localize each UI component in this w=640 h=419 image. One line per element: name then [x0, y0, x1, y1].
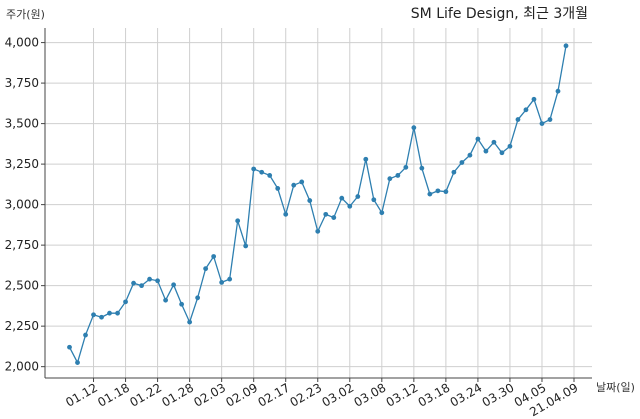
x-axis-ticks: 01.1201.1801.2201.2802.0302.0902.1702.23…: [63, 378, 581, 419]
data-point: [515, 117, 521, 122]
data-point: [67, 344, 72, 350]
data-point: [307, 198, 313, 203]
data-point: [395, 173, 401, 178]
data-point: [475, 136, 481, 142]
x-tick-label: 03.24: [448, 380, 485, 409]
data-point: [99, 314, 104, 320]
data-point: [243, 243, 249, 249]
data-point: [443, 189, 449, 195]
y-tick-label: 2,750: [5, 238, 39, 252]
x-tick-label: 03.02: [320, 380, 357, 409]
y-tick-label: 3,750: [5, 76, 39, 90]
data-point: [163, 297, 168, 303]
data-point: [371, 197, 377, 203]
x-tick-label: 03.18: [416, 380, 453, 409]
data-point: [203, 266, 209, 272]
data-point: [507, 143, 513, 149]
data-point: [259, 169, 265, 175]
data-point: [403, 164, 409, 170]
data-point: [235, 218, 241, 224]
x-tick-label: 01.28: [159, 380, 196, 409]
y-tick-label: 2,000: [5, 360, 39, 374]
data-point: [491, 139, 497, 145]
data-point: [459, 160, 465, 165]
data-point: [547, 117, 553, 122]
data-point: [427, 191, 433, 197]
data-point: [347, 203, 353, 209]
x-tick-label: 01.12: [63, 380, 100, 409]
y-tick-label: 2,500: [5, 279, 39, 293]
data-point: [179, 301, 185, 307]
data-point: [195, 295, 201, 301]
chart-title: SM Life Design, 최근 3개월: [411, 6, 588, 22]
data-point: [411, 125, 417, 131]
data-point: [187, 319, 193, 325]
data-point: [315, 228, 321, 234]
data-point: [107, 310, 112, 316]
data-point: [379, 210, 385, 216]
data-point: [467, 152, 473, 158]
data-point: [363, 156, 369, 162]
data-point: [563, 43, 569, 49]
data-point: [219, 279, 225, 285]
price-series-points: [67, 43, 569, 366]
data-point: [131, 280, 136, 286]
data-point: [75, 360, 80, 366]
data-point: [275, 186, 281, 191]
y-tick-label: 3,500: [5, 117, 39, 131]
y-tick-label: 3,000: [5, 198, 39, 212]
data-point: [155, 278, 160, 284]
data-point: [355, 194, 361, 199]
x-tick-label: 03.30: [480, 380, 517, 409]
data-point: [147, 276, 152, 282]
data-point: [83, 332, 88, 338]
data-point: [483, 148, 489, 154]
data-point: [323, 211, 329, 217]
data-point: [531, 96, 537, 102]
y-tick-label: 3,250: [5, 157, 39, 171]
x-tick-label: 01.18: [95, 380, 132, 409]
x-tick-label: 02.03: [191, 380, 228, 409]
x-tick-label: 01.22: [127, 380, 164, 409]
y-axis-ticks: 2,000 2,250 2,500 2,750 3,000 3,250 3,500 3,750…: [5, 36, 45, 374]
data-point: [539, 121, 545, 127]
data-point: [523, 107, 529, 113]
y-tick-label: 2,250: [5, 319, 39, 333]
x-tick-label: 03.12: [384, 380, 421, 409]
data-point: [211, 254, 217, 259]
y-tick-label: 4,000: [5, 36, 39, 50]
data-point: [91, 312, 96, 318]
data-point: [123, 299, 128, 305]
x-tick-label: 02.23: [287, 380, 324, 409]
data-point: [435, 188, 441, 194]
data-point: [451, 169, 457, 175]
data-point: [251, 166, 257, 172]
grid-lines: [45, 28, 592, 378]
data-point: [299, 179, 305, 185]
data-point: [139, 283, 144, 289]
data-point: [171, 282, 177, 288]
data-point: [339, 195, 345, 201]
data-point: [387, 176, 393, 182]
data-point: [419, 165, 425, 171]
x-tick-label: 03.08: [352, 380, 389, 409]
data-point: [331, 215, 337, 220]
x-tick-label: 02.09: [223, 380, 260, 409]
data-point: [291, 182, 297, 188]
y-axis-title: 주가(원): [6, 8, 45, 21]
data-point: [283, 211, 289, 217]
data-point: [227, 276, 233, 282]
data-point: [555, 88, 561, 94]
x-axis-title: 날짜(일): [596, 380, 635, 394]
data-point: [115, 310, 120, 316]
data-point: [267, 173, 273, 178]
data-point: [499, 150, 505, 156]
x-tick-label: 02.17: [255, 380, 292, 409]
